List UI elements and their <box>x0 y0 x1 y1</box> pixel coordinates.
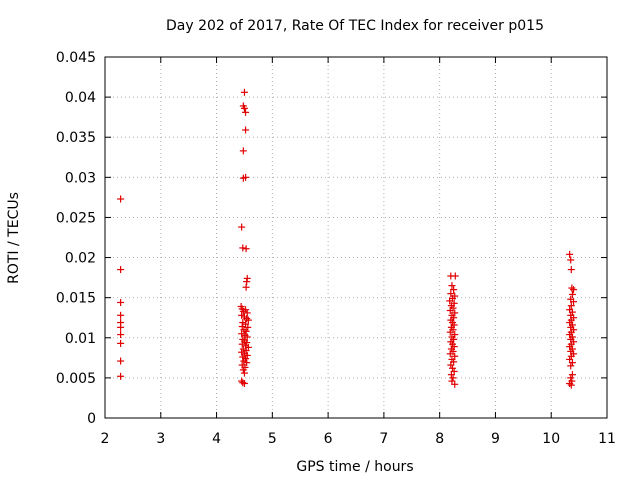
data-point <box>446 297 454 305</box>
grid <box>105 57 607 418</box>
data-point <box>242 108 250 116</box>
axis-ticks <box>104 56 608 419</box>
data-point <box>242 126 250 134</box>
x-tick-label: 6 <box>324 431 333 447</box>
data-point <box>117 357 125 365</box>
data-point <box>568 359 576 367</box>
data-point <box>242 306 250 314</box>
data-point <box>243 339 251 347</box>
x-tick-label: 5 <box>268 431 277 447</box>
y-tick-label: 0.03 <box>65 170 96 186</box>
plot-frame <box>104 56 608 419</box>
data-point <box>447 290 455 298</box>
data-point <box>242 173 250 181</box>
y-tick-label: 0.01 <box>65 331 96 347</box>
y-axis-title: ROTI / TECUs <box>6 192 22 284</box>
data-point <box>242 347 250 355</box>
data-points <box>117 88 578 389</box>
chart-title: Day 202 of 2017, Rate Of TEC Index for r… <box>166 18 544 34</box>
data-point <box>566 250 574 258</box>
x-tick-label: 10 <box>542 431 560 447</box>
data-point <box>448 364 456 372</box>
data-point <box>447 361 455 369</box>
data-point <box>242 245 250 253</box>
data-point <box>451 380 459 388</box>
data-point <box>238 340 246 348</box>
data-point <box>240 369 248 377</box>
data-point <box>242 327 250 335</box>
data-point <box>570 286 578 294</box>
data-point <box>239 366 247 374</box>
data-point <box>243 315 251 323</box>
y-tick-label: 0 <box>87 411 96 427</box>
data-point <box>117 323 125 331</box>
data-point <box>568 284 576 292</box>
y-tick-label: 0.025 <box>56 210 96 226</box>
x-tick-label: 11 <box>598 431 616 447</box>
x-tick-label: 9 <box>491 431 500 447</box>
data-point <box>239 244 247 252</box>
y-tick-label: 0.035 <box>56 130 96 146</box>
data-point <box>567 381 575 389</box>
data-point <box>447 371 455 379</box>
data-point <box>446 328 454 336</box>
data-point <box>117 195 125 203</box>
data-point <box>117 266 125 274</box>
data-point <box>238 323 246 331</box>
data-point <box>117 298 125 306</box>
data-point <box>446 307 454 315</box>
data-point <box>117 339 125 347</box>
y-tick-label: 0.045 <box>56 50 96 66</box>
data-point <box>568 290 576 298</box>
x-axis-tick-labels: 2 3 4 5 6 7 8 9 10 11 <box>101 431 616 447</box>
data-point <box>567 256 575 264</box>
data-point <box>238 330 246 338</box>
data-point <box>568 308 576 316</box>
x-tick-label: 7 <box>379 431 388 447</box>
data-point <box>567 374 575 382</box>
data-point <box>567 302 575 310</box>
data-point <box>450 286 458 294</box>
data-point <box>567 266 575 274</box>
data-point <box>566 380 574 388</box>
data-point <box>446 350 454 358</box>
y-axis-tick-labels: 0 0.005 0.01 0.015 0.02 0.025 0.03 0.035 0.04 0.0… <box>56 50 96 427</box>
data-point <box>243 359 251 367</box>
data-point <box>240 380 248 388</box>
data-point <box>449 374 457 382</box>
y-tick-label: 0.02 <box>65 251 96 267</box>
data-point <box>239 379 247 387</box>
data-point <box>242 283 250 291</box>
y-tick-label: 0.005 <box>56 371 96 387</box>
data-point <box>117 331 125 339</box>
data-point <box>567 362 575 370</box>
data-point <box>244 316 252 324</box>
data-point <box>570 298 578 306</box>
data-point <box>117 311 125 319</box>
y-tick-label: 0.04 <box>65 90 96 106</box>
x-tick-label: 8 <box>435 431 444 447</box>
y-tick-label: 0.015 <box>56 291 96 307</box>
data-point <box>243 351 251 359</box>
data-point <box>239 147 247 155</box>
data-point <box>238 223 246 231</box>
data-point <box>244 323 252 331</box>
x-tick-label: 3 <box>156 431 165 447</box>
data-point <box>567 352 575 360</box>
x-axis-title: GPS time / hours <box>296 459 413 475</box>
data-point <box>240 88 248 96</box>
data-point <box>448 282 456 290</box>
data-point <box>117 372 125 380</box>
x-tick-label: 2 <box>101 431 110 447</box>
data-point <box>240 104 248 112</box>
data-point <box>568 371 576 379</box>
x-tick-label: 4 <box>212 431 221 447</box>
data-point <box>451 272 459 280</box>
